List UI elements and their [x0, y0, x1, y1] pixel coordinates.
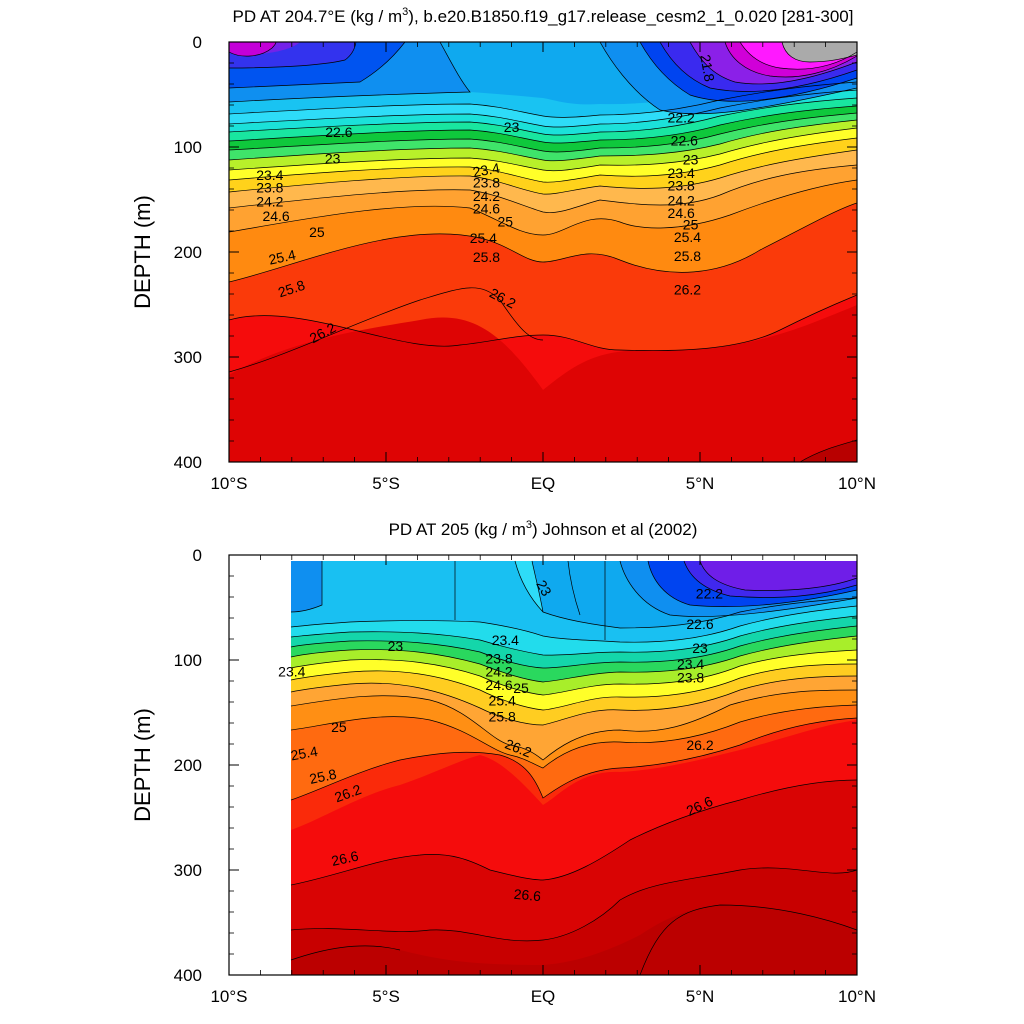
contour-label: 24.2 — [256, 193, 283, 209]
contour-label: 23.8 — [473, 174, 500, 190]
y-tick-label: 300 — [174, 348, 202, 367]
contour-label: 24.2 — [668, 192, 695, 208]
contour-label: 23 — [325, 150, 341, 166]
x-tick-label: EQ — [531, 987, 556, 1006]
x-tick-label: 5°S — [372, 474, 400, 493]
contour-label: 24.6 — [262, 208, 289, 224]
contour-label: 25.8 — [473, 249, 500, 265]
contour-label: 23 — [692, 640, 708, 656]
y-tick-label: 100 — [174, 138, 202, 157]
contour-label: 23.8 — [485, 651, 512, 667]
x-tick-label: 5°N — [686, 474, 715, 493]
contour-label: 21.8 — [697, 53, 718, 83]
panel-model: PD AT 204.7°E (kg / m3), b.e20.B1850.f19… — [130, 6, 876, 493]
contour-label: 25 — [683, 216, 699, 232]
contour-label: 23.4 — [256, 167, 283, 183]
contour-label: 23.8 — [668, 178, 695, 194]
y-axis-label: DEPTH (m) — [130, 708, 155, 822]
y-tick-label: 0 — [193, 546, 202, 565]
contour-label: 25.8 — [308, 766, 338, 787]
contour-label: 23 — [388, 638, 404, 654]
x-tick-label: 5°S — [372, 987, 400, 1006]
contour-label: 26.6 — [330, 848, 360, 869]
x-tick-label: 10°N — [838, 987, 876, 1006]
contour-label: 23.4 — [677, 656, 704, 672]
contour-lines — [229, 42, 857, 462]
y-tick-label: 100 — [174, 651, 202, 670]
x-tick-label: 5°N — [686, 987, 715, 1006]
contour-label: 25 — [513, 680, 529, 696]
x-tick-label: 10°N — [838, 474, 876, 493]
contour-label: 25.4 — [489, 693, 516, 709]
contour-label: 22.6 — [325, 124, 352, 140]
y-tick-label: 0 — [193, 33, 202, 52]
contour-label: 26.6 — [513, 886, 542, 904]
contour-label: 25.8 — [674, 248, 701, 264]
y-tick-label: 400 — [174, 966, 202, 985]
axes: 10°S 5°S EQ 5°N 10°N 0 100 200 300 400 — [174, 546, 876, 1006]
chart-title: PD AT 205 (kg / m3) Johnson et al (2002) — [389, 519, 698, 539]
contour-label: 25 — [309, 224, 325, 240]
y-axis-label: DEPTH (m) — [130, 195, 155, 309]
contour-label: 25 — [331, 719, 347, 735]
contour-label: 25.4 — [470, 230, 497, 246]
contour-label: 24.6 — [668, 205, 695, 221]
x-tick-label: EQ — [531, 474, 556, 493]
x-tick-label: 10°S — [210, 474, 247, 493]
contour-label: 22.2 — [668, 109, 695, 125]
contour-label: 24.2 — [485, 663, 512, 679]
contour-label: 23.8 — [256, 180, 283, 196]
panel-observed: PD AT 205 (kg / m3) Johnson et al (2002) — [130, 519, 876, 1006]
contour-label: 25.4 — [289, 743, 319, 764]
contour-label: 24.6 — [473, 201, 500, 217]
contour-label: 23.4 — [471, 160, 501, 181]
contour-label: 26.2 — [674, 282, 701, 298]
contour-label: 25.4 — [267, 246, 297, 267]
contour-label: 25.8 — [489, 708, 516, 724]
contour-label: 25.4 — [674, 229, 701, 245]
contour-fill — [291, 561, 857, 975]
contour-label: 24.2 — [473, 188, 500, 204]
contour-label: 23.8 — [677, 670, 704, 686]
y-tick-label: 200 — [174, 243, 202, 262]
contour-labels: 21.822.62323.423.824.224.62525.425.826.2… — [256, 53, 718, 346]
contour-label: 26.2 — [686, 737, 713, 753]
contour-label: 22.2 — [696, 586, 723, 602]
contour-fill — [229, 42, 857, 462]
chart-title: PD AT 204.7°E (kg / m3), b.e20.B1850.f19… — [233, 6, 854, 26]
contour-label: 23.4 — [492, 632, 519, 648]
contour-label: 23.4 — [668, 165, 695, 181]
y-tick-label: 300 — [174, 861, 202, 880]
contour-label: 23.4 — [278, 663, 305, 679]
contour-label: 24.6 — [485, 677, 512, 693]
contour-label: 23 — [533, 577, 555, 599]
y-tick-label: 200 — [174, 756, 202, 775]
contour-label: 22.6 — [671, 132, 698, 148]
x-tick-label: 10°S — [210, 987, 247, 1006]
contour-label: 23 — [683, 151, 699, 167]
contour-label: 23 — [504, 119, 520, 135]
contour-label: 25 — [498, 213, 514, 229]
contour-lines — [290, 560, 857, 975]
contour-label: 22.6 — [686, 616, 713, 632]
y-tick-label: 400 — [174, 453, 202, 472]
axes: 10°S 5°S EQ 5°N 10°N 0 100 200 300 400 — [174, 33, 876, 493]
